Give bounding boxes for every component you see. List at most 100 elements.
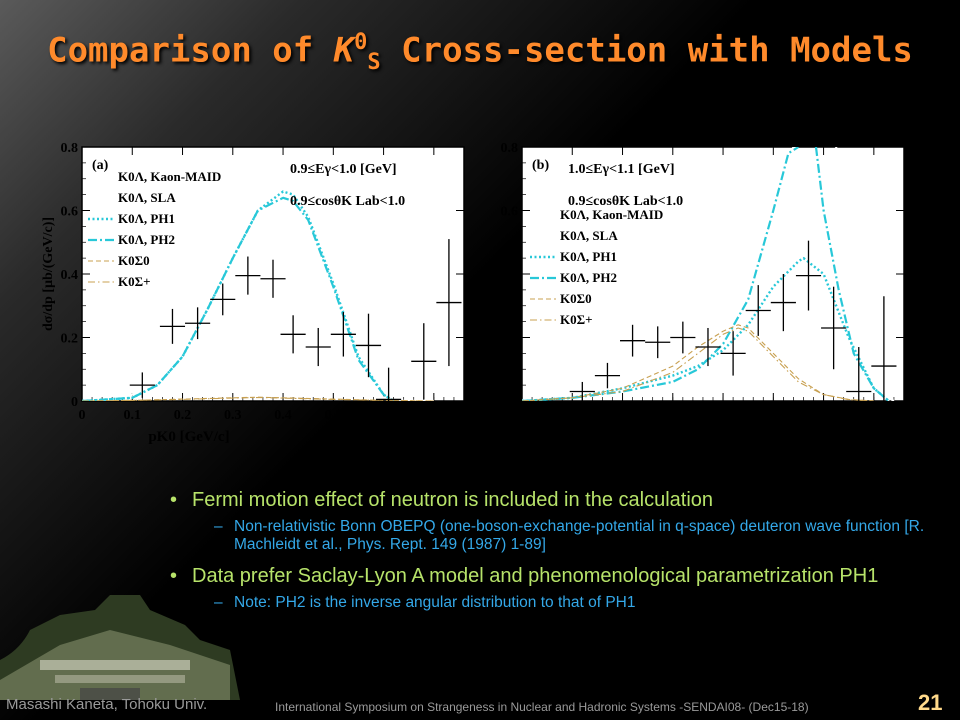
- legend-label: K0Λ, SLA: [560, 228, 618, 243]
- series-line: [814, 147, 890, 401]
- legend-label: K0Λ, SLA: [118, 190, 176, 205]
- footer-author: Masashi Kaneta, Tohoku Univ.: [6, 696, 208, 713]
- x-tick-label: 0.1: [124, 408, 141, 423]
- y-tick-label: 0.4: [61, 268, 79, 283]
- y-tick-label: 0.4: [501, 268, 519, 283]
- data-point: [695, 327, 721, 367]
- data-point: [436, 239, 462, 367]
- bullet-1: • Fermi motion effect of neutron is inclu…: [170, 488, 930, 512]
- bullet-dot: •: [170, 489, 178, 511]
- legend: K0Λ, Kaon-MAID K0Λ, SLA K0Λ, PH1 K0Λ, PH2 K0…: [530, 207, 663, 327]
- data-point: [260, 259, 286, 298]
- series-line: [522, 327, 874, 401]
- castle-icon: [0, 595, 240, 700]
- bullet-dash: –: [214, 518, 223, 535]
- bullet-1-sub-1-text: Non-relativistic Bonn OBEPQ (one-boson-e…: [234, 518, 925, 553]
- data-point: [210, 283, 236, 316]
- data-point: [670, 321, 696, 354]
- series-line: [82, 396, 434, 401]
- bullet-dot: •: [170, 565, 178, 587]
- data-point: [620, 324, 646, 357]
- legend-label: K0Λ, PH1: [118, 211, 175, 226]
- x-tick-label: 0.2: [614, 408, 632, 423]
- y-axis-label: dσ/dp [µb/(GeV/c)]: [41, 217, 56, 331]
- data-point: [720, 331, 746, 376]
- x-tick-label: 0: [519, 408, 526, 423]
- series-line: [82, 396, 434, 401]
- data-point: [770, 274, 796, 332]
- data-point: [129, 372, 155, 398]
- data-point: [569, 381, 595, 401]
- bullet-2-sub-1: – Note: PH2 is the inverse angular distri…: [214, 594, 930, 612]
- data-point: [280, 315, 306, 354]
- x-tick-label: 0.6: [815, 408, 833, 423]
- data-point: [411, 323, 437, 400]
- data-point: [821, 286, 847, 370]
- data-point: [159, 308, 186, 344]
- bullet-list: • Fermi motion effect of neutron is inclu…: [170, 488, 930, 622]
- x-tick-label: 0.1: [564, 408, 582, 423]
- data-point: [846, 347, 872, 401]
- legend-label: K0Λ, PH2: [560, 270, 617, 285]
- y-tick-label: 0: [71, 395, 78, 410]
- page-number: 21: [918, 690, 943, 715]
- curves-group: [522, 147, 897, 401]
- data-point: [594, 362, 621, 389]
- title-post: Cross-section with Models: [380, 30, 913, 71]
- title-sup: 0: [354, 30, 368, 55]
- footer-conference: International Symposium on Strangeness i…: [275, 700, 809, 714]
- x-tick-label: 0.6: [375, 408, 393, 423]
- legend-label: K0Λ, Kaon-MAID: [118, 169, 221, 184]
- bullet-2-text: Data prefer Saclay-Lyon A model and phen…: [192, 565, 879, 587]
- bullet-2-sub-1-text: Note: PH2 is the inverse angular distrib…: [234, 594, 636, 611]
- x-axis-label: pK0 [GeV/c]: [148, 429, 229, 445]
- bullet-2: • Data prefer Saclay-Lyon A model and phe…: [170, 564, 930, 588]
- panel-label: (a): [92, 158, 109, 173]
- x-tick-label: 0.7: [425, 408, 443, 423]
- legend-label: K0Λ, PH2: [118, 232, 175, 247]
- bullet-dash: –: [214, 594, 223, 611]
- chart-panel-b: 0 0.1 0.2 0.3 0.4 0.5 0.6 0.7 0 0.2 0.4 0.6 0.8 pK0 […: [501, 141, 905, 445]
- bullet-1-text: Fermi motion effect of neutron is includ…: [192, 489, 714, 511]
- legend-label: K0Σ+: [560, 312, 593, 327]
- x-tick-label: 0.3: [224, 408, 242, 423]
- legend: K0Λ, Kaon-MAID K0Λ, SLA K0Λ, PH1 K0Λ, PH2 K0…: [88, 169, 221, 289]
- data-point: [305, 327, 331, 367]
- legend-label: K0Σ0: [118, 253, 150, 268]
- x-axis-label: pK0 [GeV/c]: [588, 429, 669, 445]
- legend-label: K0Λ, PH1: [560, 249, 617, 264]
- bullet-1-sub-1: – Non-relativistic Bonn OBEPQ (one-boson-…: [214, 518, 930, 554]
- energy-range-label: 0.9≤Eγ<1.0 [GeV]: [290, 162, 397, 177]
- x-tick-label: 0: [79, 408, 86, 423]
- y-tick-label: 0.8: [501, 141, 519, 156]
- legend-label: K0Σ+: [118, 274, 151, 289]
- y-tick-label: 0.2: [61, 332, 79, 347]
- x-tick-label: 0.4: [714, 408, 732, 423]
- x-tick-label: 0.4: [274, 408, 292, 423]
- legend-label: K0Σ0: [560, 291, 592, 306]
- data-point: [745, 285, 771, 336]
- data-point: [871, 296, 897, 401]
- series-line: [82, 279, 434, 401]
- y-tick-label: 0.2: [501, 332, 519, 347]
- panel-label: (b): [532, 158, 549, 173]
- x-tick-label: 0.2: [174, 408, 192, 423]
- x-tick-label: 0.5: [765, 408, 783, 423]
- title-k: K: [333, 30, 355, 71]
- data-point: [330, 312, 356, 357]
- y-tick-label: 0.6: [61, 205, 79, 220]
- data-point: [376, 367, 402, 401]
- data-point: [795, 240, 822, 311]
- slide-title: Comparison of K0S Cross-section with Mod…: [0, 30, 960, 75]
- series-line: [522, 256, 890, 401]
- energy-range-label: 1.0≤Eγ<1.1 [GeV]: [568, 162, 675, 177]
- x-tick-label: 0.7: [865, 408, 883, 423]
- chart-panel-a: 0 0.1 0.2 0.3 0.4 0.5 0.6 0.7 0 0.2 0.4 0.6 0.8 pK0 […: [41, 141, 465, 445]
- y-tick-label: 0.8: [61, 141, 79, 156]
- data-point: [185, 307, 211, 340]
- x-tick-label: 0.5: [325, 408, 343, 423]
- angle-range-label: 0.9≤cosθK Lab<1.0: [290, 194, 405, 209]
- x-tick-label: 0.3: [664, 408, 682, 423]
- curves-group: [82, 190, 462, 401]
- legend-label: K0Λ, Kaon-MAID: [560, 207, 663, 222]
